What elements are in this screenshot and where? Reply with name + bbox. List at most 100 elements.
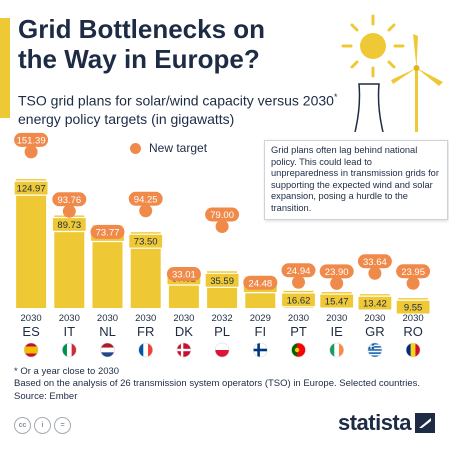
target-value-label: 24.94 — [287, 266, 311, 277]
france-flag-icon — [138, 342, 153, 358]
statista-logo-icon — [415, 413, 435, 433]
chart-subtitle: TSO grid plans for solar/wind capacity v… — [18, 88, 348, 128]
brand-name: statista — [337, 410, 412, 435]
target-value-label: 33.01 — [172, 269, 196, 280]
target-label-box-ro — [396, 264, 431, 279]
italy-flag-icon — [62, 342, 77, 358]
subtitle-text-end: energy policy targets (in gigawatts) — [18, 110, 235, 127]
legend-dot — [130, 142, 141, 154]
bar-value-label: 35.59 — [210, 276, 234, 287]
target-dot-es — [24, 145, 38, 159]
target-label-box-gr — [357, 254, 392, 269]
target-label-box-pl — [205, 207, 240, 222]
year-label: 2030 — [59, 313, 80, 324]
footnote: * Or a year close to 2030 — [14, 366, 120, 377]
category-label: FR — [137, 324, 154, 339]
chart-title: Grid Bottlenecks on the Way in Europe? — [18, 14, 266, 74]
wind-turbine-icon — [391, 34, 443, 132]
accent-bar — [0, 18, 10, 118]
bar-value-label: 13.42 — [363, 299, 387, 310]
bar-value-label: 16.62 — [287, 295, 311, 306]
spain-flag-icon — [23, 342, 39, 358]
target-value-label: 23.90 — [325, 267, 349, 278]
category-label: DK — [175, 324, 193, 339]
sun-icon — [341, 14, 405, 78]
legend-label: New target — [149, 141, 208, 155]
attribution-icon[interactable]: i — [34, 417, 51, 434]
year-label: 2030 — [135, 313, 156, 324]
romania-flag-icon — [405, 342, 421, 358]
license-icons: cc i = — [14, 417, 71, 434]
poland-flag-icon — [214, 342, 230, 358]
target-value-label: 33.64 — [363, 257, 387, 268]
bar-chart: 124.97151.392030ES89.7393.762030IT80.027… — [13, 132, 431, 358]
bar-value-label: 124.97 — [17, 184, 46, 195]
category-label: GR — [365, 324, 385, 339]
source-note: Based on the analysis of 26 transmission… — [14, 378, 421, 389]
category-label: IE — [331, 324, 344, 339]
bar-value-label: 15.47 — [325, 297, 349, 308]
target-dot-fr — [139, 204, 153, 218]
target-dot-ro — [406, 276, 420, 290]
bar-label-box-fr — [128, 233, 164, 249]
target-label-box-dk — [166, 266, 201, 281]
target-value-label: 93.76 — [57, 195, 81, 206]
target-value-label: 79.00 — [210, 210, 234, 221]
target-dot-gr — [368, 266, 382, 280]
subtitle-text: TSO grid plans for solar/wind capacity v… — [18, 92, 334, 109]
finland-flag-icon — [252, 342, 268, 358]
bar-es — [16, 179, 47, 308]
category-label: ES — [22, 324, 40, 339]
category-label: PL — [214, 324, 230, 339]
target-value-label: 94.25 — [134, 194, 158, 205]
year-label: 2030 — [403, 313, 424, 324]
ireland-flag-icon — [329, 342, 345, 358]
bar-label-box-ie — [319, 293, 355, 309]
cc-icon[interactable]: cc — [14, 417, 31, 434]
target-dot-it — [62, 204, 76, 218]
target-label-box-es — [14, 132, 49, 147]
greece-flag-icon — [367, 342, 383, 358]
target-label-box-fi — [243, 275, 278, 290]
category-label: FI — [255, 324, 267, 339]
target-dot-ie — [330, 276, 344, 290]
bar-value-label: 9.55 — [404, 303, 423, 314]
bar-value-label: 89.73 — [57, 220, 81, 231]
bar-value-label: 73.50 — [134, 237, 158, 248]
target-value-label: 73.77 — [96, 227, 120, 238]
target-dot-pl — [215, 220, 229, 234]
bar-label-box-pl — [204, 272, 240, 288]
year-label: 2029 — [250, 313, 271, 324]
brand-logo[interactable]: statista — [338, 410, 435, 436]
subtitle-footnote-mark: * — [333, 92, 338, 102]
no-derivatives-icon[interactable]: = — [54, 417, 71, 434]
category-label: NL — [99, 324, 116, 339]
netherlands-flag-icon — [100, 342, 115, 358]
year-label: 2030 — [173, 313, 194, 324]
target-value-label: 151.39 — [17, 135, 46, 146]
target-label-box-fr — [128, 191, 163, 206]
target-dot-pt — [292, 275, 305, 289]
year-label: 2032 — [212, 313, 233, 324]
target-value-label: 24.48 — [248, 278, 272, 289]
bar-label-box-gr — [357, 295, 393, 311]
year-label: 2030 — [326, 313, 347, 324]
source-label: Source: Ember — [14, 391, 78, 402]
annotation-note: Grid plans often lag behind national pol… — [264, 140, 448, 220]
target-label-box-it — [52, 192, 87, 207]
year-label: 2030 — [364, 313, 385, 324]
bar-label-box-ro — [395, 299, 431, 315]
category-label: IT — [64, 324, 76, 339]
power-plant-icon — [354, 83, 384, 132]
bar-label-box-es — [13, 180, 49, 196]
year-label: 2030 — [288, 313, 309, 324]
year-label: 2030 — [97, 313, 118, 324]
category-label: PT — [290, 324, 307, 339]
target-value-label: 23.95 — [401, 267, 425, 278]
target-label-box-ie — [319, 264, 354, 279]
target-label-box-pt — [281, 263, 316, 278]
target-label-box-nl — [90, 224, 125, 239]
bar-label-box-pt — [280, 292, 317, 308]
category-label: RO — [403, 324, 423, 339]
